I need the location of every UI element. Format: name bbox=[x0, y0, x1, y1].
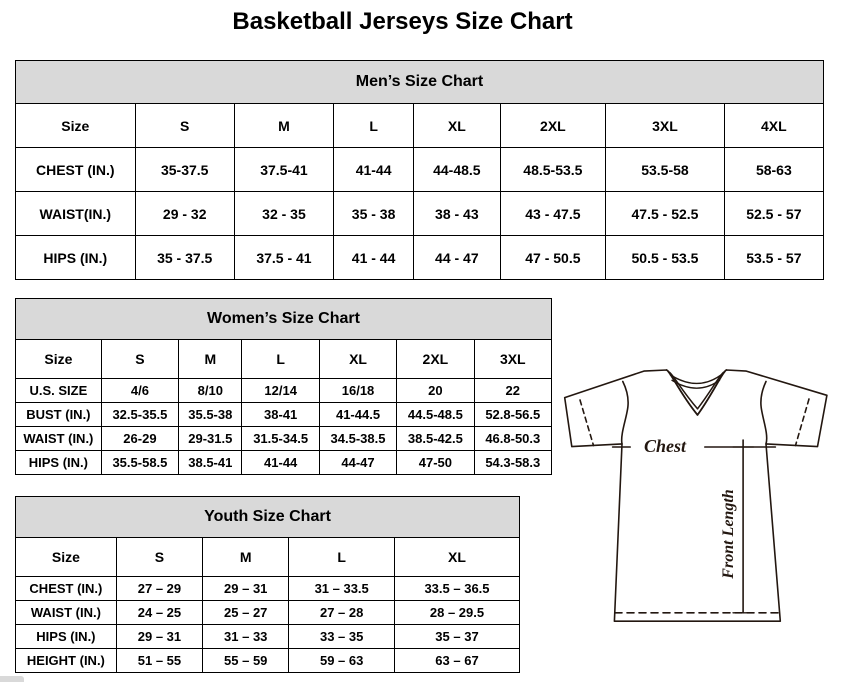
svg-text:Front Length: Front Length bbox=[720, 489, 737, 579]
svg-text:Chest: Chest bbox=[644, 436, 687, 456]
